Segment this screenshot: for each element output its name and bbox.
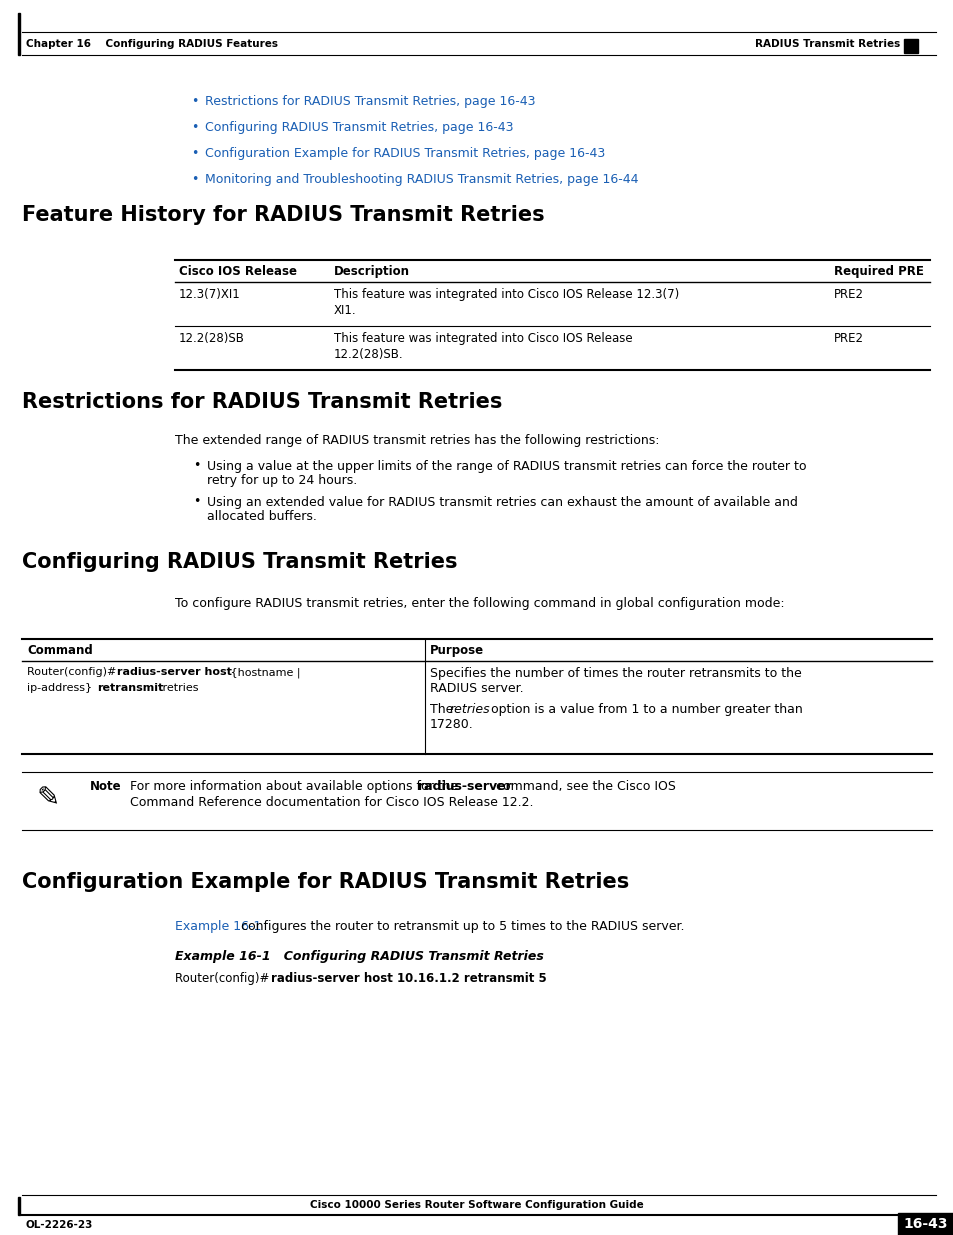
Text: Cisco IOS Release: Cisco IOS Release (179, 266, 296, 278)
Text: Example 16-1   Configuring RADIUS Transmit Retries: Example 16-1 Configuring RADIUS Transmit… (174, 950, 543, 963)
Text: retries: retries (450, 703, 490, 716)
Bar (903, 40, 917, 53)
Text: radius-server host: radius-server host (117, 667, 232, 677)
Bar (18, 14, 20, 56)
Text: RADIUS server.: RADIUS server. (430, 682, 523, 695)
Text: PRE2: PRE2 (833, 332, 863, 345)
Text: Note: Note (90, 781, 121, 793)
Text: •: • (193, 459, 200, 473)
Text: The extended range of RADIUS transmit retries has the following restrictions:: The extended range of RADIUS transmit re… (174, 433, 659, 447)
Text: 12.3(7)XI1: 12.3(7)XI1 (179, 288, 240, 301)
Text: •: • (192, 147, 198, 159)
Text: This feature was integrated into Cisco IOS Release 12.3(7): This feature was integrated into Cisco I… (334, 288, 679, 301)
Text: To configure RADIUS transmit retries, enter the following command in global conf: To configure RADIUS transmit retries, en… (174, 597, 783, 610)
Text: Router(config)#: Router(config)# (174, 972, 273, 986)
Text: allocated buffers.: allocated buffers. (207, 510, 316, 522)
Text: 17280.: 17280. (430, 718, 474, 731)
Text: Router(config)#: Router(config)# (27, 667, 120, 677)
Text: 12.2(28)SB.: 12.2(28)SB. (334, 348, 403, 361)
Text: •: • (192, 95, 198, 107)
Text: radius-server: radius-server (417, 781, 511, 793)
Text: retry for up to 24 hours.: retry for up to 24 hours. (207, 474, 356, 487)
Bar (18, 1197, 20, 1215)
Text: This feature was integrated into Cisco IOS Release: This feature was integrated into Cisco I… (334, 332, 632, 345)
Text: radius-server host 10.16.1.2 retransmit 5: radius-server host 10.16.1.2 retransmit … (271, 972, 546, 986)
Text: Using an extended value for RADIUS transmit retries can exhaust the amount of av: Using an extended value for RADIUS trans… (207, 496, 797, 509)
Text: ✎: ✎ (36, 784, 59, 811)
Text: retransmit: retransmit (97, 683, 163, 693)
Text: Using a value at the upper limits of the range of RADIUS transmit retries can fo: Using a value at the upper limits of the… (207, 459, 805, 473)
Text: Command: Command (27, 643, 92, 657)
Text: For more information about available options for the: For more information about available opt… (130, 781, 462, 793)
Text: 16-43: 16-43 (902, 1216, 947, 1231)
Text: RADIUS Transmit Retries: RADIUS Transmit Retries (754, 40, 899, 49)
Text: Restrictions for RADIUS Transmit Retries: Restrictions for RADIUS Transmit Retries (22, 391, 502, 412)
Text: Purpose: Purpose (430, 643, 483, 657)
Text: Chapter 16    Configuring RADIUS Features: Chapter 16 Configuring RADIUS Features (26, 40, 277, 49)
Text: OL-2226-23: OL-2226-23 (26, 1220, 93, 1230)
Text: option is a value from 1 to a number greater than: option is a value from 1 to a number gre… (486, 703, 801, 716)
Text: 12.2(28)SB: 12.2(28)SB (179, 332, 245, 345)
Text: Description: Description (334, 266, 410, 278)
Text: Feature History for RADIUS Transmit Retries: Feature History for RADIUS Transmit Retr… (22, 205, 544, 225)
Bar (897, 1213, 953, 1235)
Text: Restrictions for RADIUS Transmit Retries, page 16-43: Restrictions for RADIUS Transmit Retries… (205, 95, 535, 107)
Text: configures the router to retransmit up to 5 times to the RADIUS server.: configures the router to retransmit up t… (236, 920, 684, 932)
Text: PRE2: PRE2 (833, 288, 863, 301)
Text: Configuration Example for RADIUS Transmit Retries: Configuration Example for RADIUS Transmi… (22, 872, 629, 892)
Text: Configuration Example for RADIUS Transmit Retries, page 16-43: Configuration Example for RADIUS Transmi… (205, 147, 604, 159)
Text: retries: retries (159, 683, 198, 693)
Text: Example 16-1: Example 16-1 (174, 920, 261, 932)
Text: •: • (192, 121, 198, 133)
Text: Configuring RADIUS Transmit Retries: Configuring RADIUS Transmit Retries (22, 552, 457, 572)
Text: Command Reference documentation for Cisco IOS Release 12.2.: Command Reference documentation for Cisc… (130, 797, 533, 809)
Text: Cisco 10000 Series Router Software Configuration Guide: Cisco 10000 Series Router Software Confi… (310, 1200, 643, 1210)
Text: Configuring RADIUS Transmit Retries, page 16-43: Configuring RADIUS Transmit Retries, pag… (205, 121, 513, 133)
Text: •: • (192, 173, 198, 185)
Text: {hostname |: {hostname | (227, 667, 300, 678)
Text: XI1.: XI1. (334, 304, 356, 317)
Text: Required PRE: Required PRE (833, 266, 923, 278)
Text: The: The (430, 703, 456, 716)
Text: Specifies the number of times the router retransmits to the: Specifies the number of times the router… (430, 667, 801, 680)
Text: ip-address}: ip-address} (27, 683, 95, 693)
Text: Monitoring and Troubleshooting RADIUS Transmit Retries, page 16-44: Monitoring and Troubleshooting RADIUS Tr… (205, 173, 638, 185)
Text: •: • (193, 495, 200, 509)
Text: command, see the Cisco IOS: command, see the Cisco IOS (492, 781, 675, 793)
